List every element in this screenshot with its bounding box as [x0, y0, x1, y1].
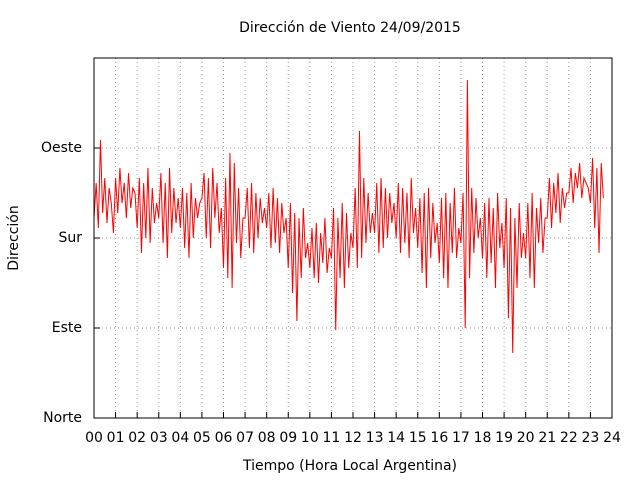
- x-tick-label: 17: [452, 430, 470, 446]
- x-tick-label: 00: [85, 430, 103, 446]
- x-tick-label: 22: [560, 430, 578, 446]
- y-tick-label: Este: [52, 320, 82, 336]
- x-tick-label: 11: [323, 430, 341, 446]
- x-tick-label: 08: [258, 430, 276, 446]
- x-tick-label: 13: [366, 430, 384, 446]
- x-tick-label: 15: [409, 430, 427, 446]
- x-tick-label: 05: [193, 430, 211, 446]
- plot-border: [93, 57, 613, 419]
- x-tick-label: 20: [517, 430, 535, 446]
- x-tick-label: 16: [430, 430, 448, 446]
- x-tick-label: 24: [603, 430, 621, 446]
- x-axis-label: Tiempo (Hora Local Argentina): [242, 458, 457, 474]
- x-tick-label: 02: [128, 430, 146, 446]
- x-tick-label: 06: [215, 430, 233, 446]
- x-tick-label: 03: [150, 430, 168, 446]
- y-tick-label: Oeste: [41, 140, 82, 156]
- x-tick-label: 09: [279, 430, 297, 446]
- x-tick-label: 19: [495, 430, 513, 446]
- x-tick-label: 04: [171, 430, 189, 446]
- x-tick-label: 21: [538, 430, 556, 446]
- y-axis-label: Dirección: [6, 205, 22, 270]
- y-tick-label: Norte: [43, 410, 82, 426]
- chart-title: Dirección de Viento 24/09/2015: [239, 20, 461, 36]
- x-tick-label: 10: [301, 430, 319, 446]
- x-tick-label: 07: [236, 430, 254, 446]
- x-tick-label: 12: [344, 430, 362, 446]
- x-tick-label: 14: [387, 430, 405, 446]
- y-tick-label: Sur: [58, 230, 82, 246]
- x-tick-label: 23: [582, 430, 600, 446]
- data-line: [93, 79, 604, 354]
- x-tick-label: 01: [107, 430, 125, 446]
- x-tick-label: 18: [474, 430, 492, 446]
